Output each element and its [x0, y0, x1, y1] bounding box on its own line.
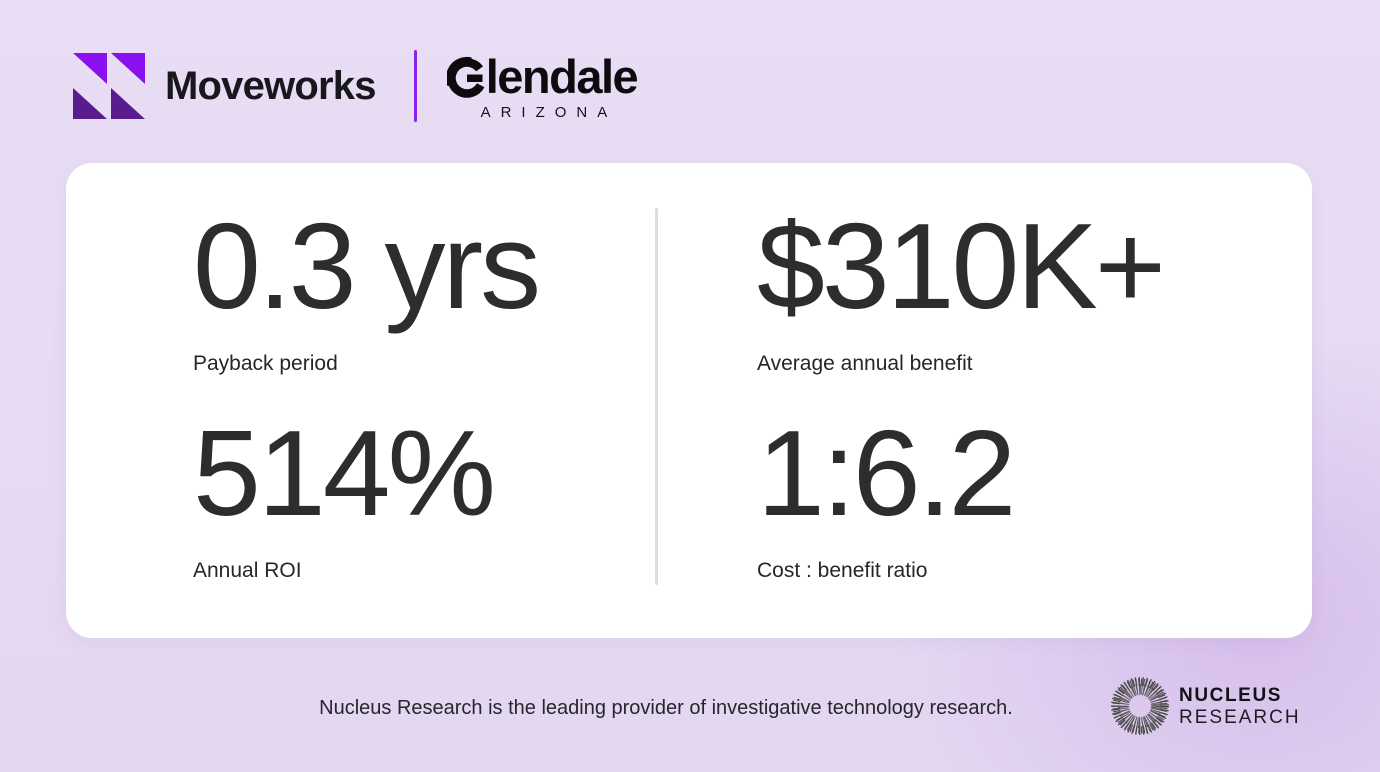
header-brand-row: Moveworks Glendale ARIZONA — [73, 49, 639, 122]
glendale-state-label: ARIZONA — [480, 104, 618, 122]
nucleus-wordmark-line2: RESEARCH — [1179, 706, 1301, 728]
glendale-logo: Glendale ARIZONA — [446, 49, 639, 122]
stat-label: Average annual benefit — [757, 352, 973, 375]
stat-value: 0.3 yrs — [193, 198, 541, 334]
stat-annual-roi: 514% Annual ROI — [193, 405, 496, 583]
stats-card: 0.3 yrs Payback period $310K+ Average an… — [66, 163, 1312, 638]
footer-tagline: Nucleus Research is the leading provider… — [319, 697, 1013, 719]
stat-value: 1:6.2 — [757, 405, 1016, 541]
nucleus-wordmark-line1: NUCLEUS — [1179, 684, 1283, 706]
glendale-wordmark-wrap: Glendale — [446, 49, 639, 103]
nucleus-wordmark: NUCLEUS RESEARCH — [1179, 686, 1301, 727]
stat-label: Payback period — [193, 352, 338, 375]
moveworks-wordmark: Moveworks — [165, 63, 376, 108]
stat-cost-benefit-ratio: 1:6.2 Cost : benefit ratio — [757, 405, 1016, 583]
brand-divider — [413, 50, 417, 122]
glendale-wordmark: Glendale — [450, 49, 639, 103]
stat-payback-period: 0.3 yrs Payback period — [193, 198, 541, 376]
stat-average-annual-benefit: $310K+ Average annual benefit — [757, 198, 1166, 376]
nucleus-starburst-icon — [1111, 677, 1169, 735]
moveworks-logo-icon — [73, 53, 145, 119]
stat-label: Annual ROI — [193, 559, 302, 582]
stat-value: 514% — [193, 405, 496, 541]
stat-value: $310K+ — [757, 198, 1166, 334]
stat-label: Cost : benefit ratio — [757, 559, 928, 582]
card-column-divider — [655, 208, 658, 585]
nucleus-research-logo: NUCLEUS RESEARCH — [1110, 676, 1301, 736]
